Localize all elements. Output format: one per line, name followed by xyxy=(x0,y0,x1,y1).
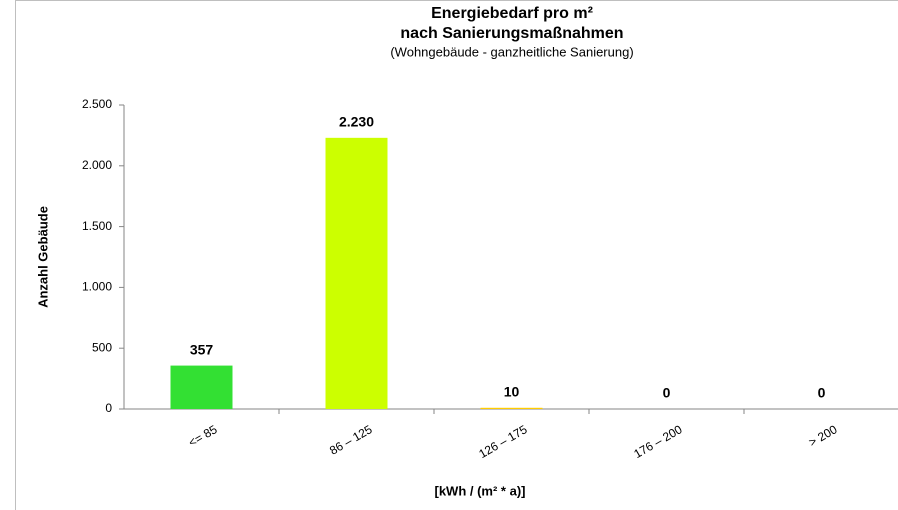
y-tick-label: 0 xyxy=(105,401,112,415)
value-label: 0 xyxy=(663,385,671,401)
y-tick-label: 1.000 xyxy=(82,280,112,294)
x-axis-label: [kWh / (m² * a)] xyxy=(435,483,526,498)
y-tick-label: 2.500 xyxy=(82,97,112,111)
y-tick-label: 500 xyxy=(92,340,112,354)
value-label: 10 xyxy=(504,383,520,399)
y-tick-label: 2.000 xyxy=(82,158,112,172)
value-label: 2.230 xyxy=(339,114,374,130)
y-tick-label: 1.500 xyxy=(82,219,112,233)
bar xyxy=(325,137,388,409)
chart-subtitle: (Wohngebäude - ganzheitliche Sanierung) xyxy=(390,44,633,59)
bar xyxy=(170,365,233,409)
value-label: 0 xyxy=(818,385,826,401)
chart-title: nach Sanierungsmaßnahmen xyxy=(400,25,623,42)
value-label: 357 xyxy=(190,341,214,357)
y-axis-label: Anzahl Gebäude xyxy=(35,206,50,308)
chart-title: Energiebedarf pro m² xyxy=(431,5,593,22)
chart-frame xyxy=(15,0,898,510)
bar xyxy=(480,407,543,409)
